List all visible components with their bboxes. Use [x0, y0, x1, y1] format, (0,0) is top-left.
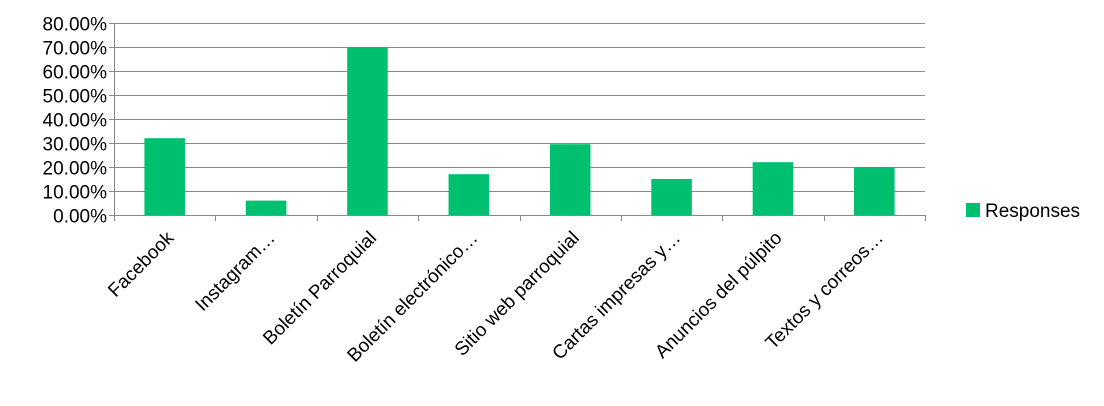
y-tick-label: 60.00% — [43, 63, 108, 84]
bar-2 — [245, 200, 287, 215]
y-tick-label: 20.00% — [43, 159, 108, 180]
y-tick-label: 30.00% — [43, 135, 108, 156]
bar-8 — [854, 167, 895, 215]
bar-4 — [448, 174, 490, 215]
bars — [144, 47, 895, 215]
x-category-label: Facebook — [104, 227, 178, 301]
y-axis-tick-labels: 0.00% 10.00% 20.00% 30.00% 40.00% 50.00% 60.00… — [43, 15, 108, 228]
legend-label-responses: Responses — [985, 201, 1080, 222]
bar-6 — [651, 179, 692, 215]
bar-3 — [347, 47, 388, 215]
y-tick-label: 40.00% — [43, 111, 108, 132]
y-tick-label: 10.00% — [43, 183, 108, 204]
bar-7 — [752, 162, 794, 215]
x-axis-category-labels: Facebook Instagram…Boletín ParroquialBole… — [104, 227, 887, 366]
gridlines — [114, 23, 925, 192]
y-tick-label: 80.00% — [43, 15, 108, 36]
bar-5 — [549, 144, 591, 215]
bar-1 — [144, 138, 185, 215]
legend: Responses — [966, 201, 1080, 222]
legend-swatch-responses — [966, 203, 980, 217]
y-tick-label: 70.00% — [43, 39, 108, 60]
y-tick-label: 0.00% — [53, 207, 107, 228]
x-category-label: Instagram… — [192, 228, 280, 316]
y-tick-label: 50.00% — [43, 87, 108, 108]
axes — [109, 23, 926, 221]
